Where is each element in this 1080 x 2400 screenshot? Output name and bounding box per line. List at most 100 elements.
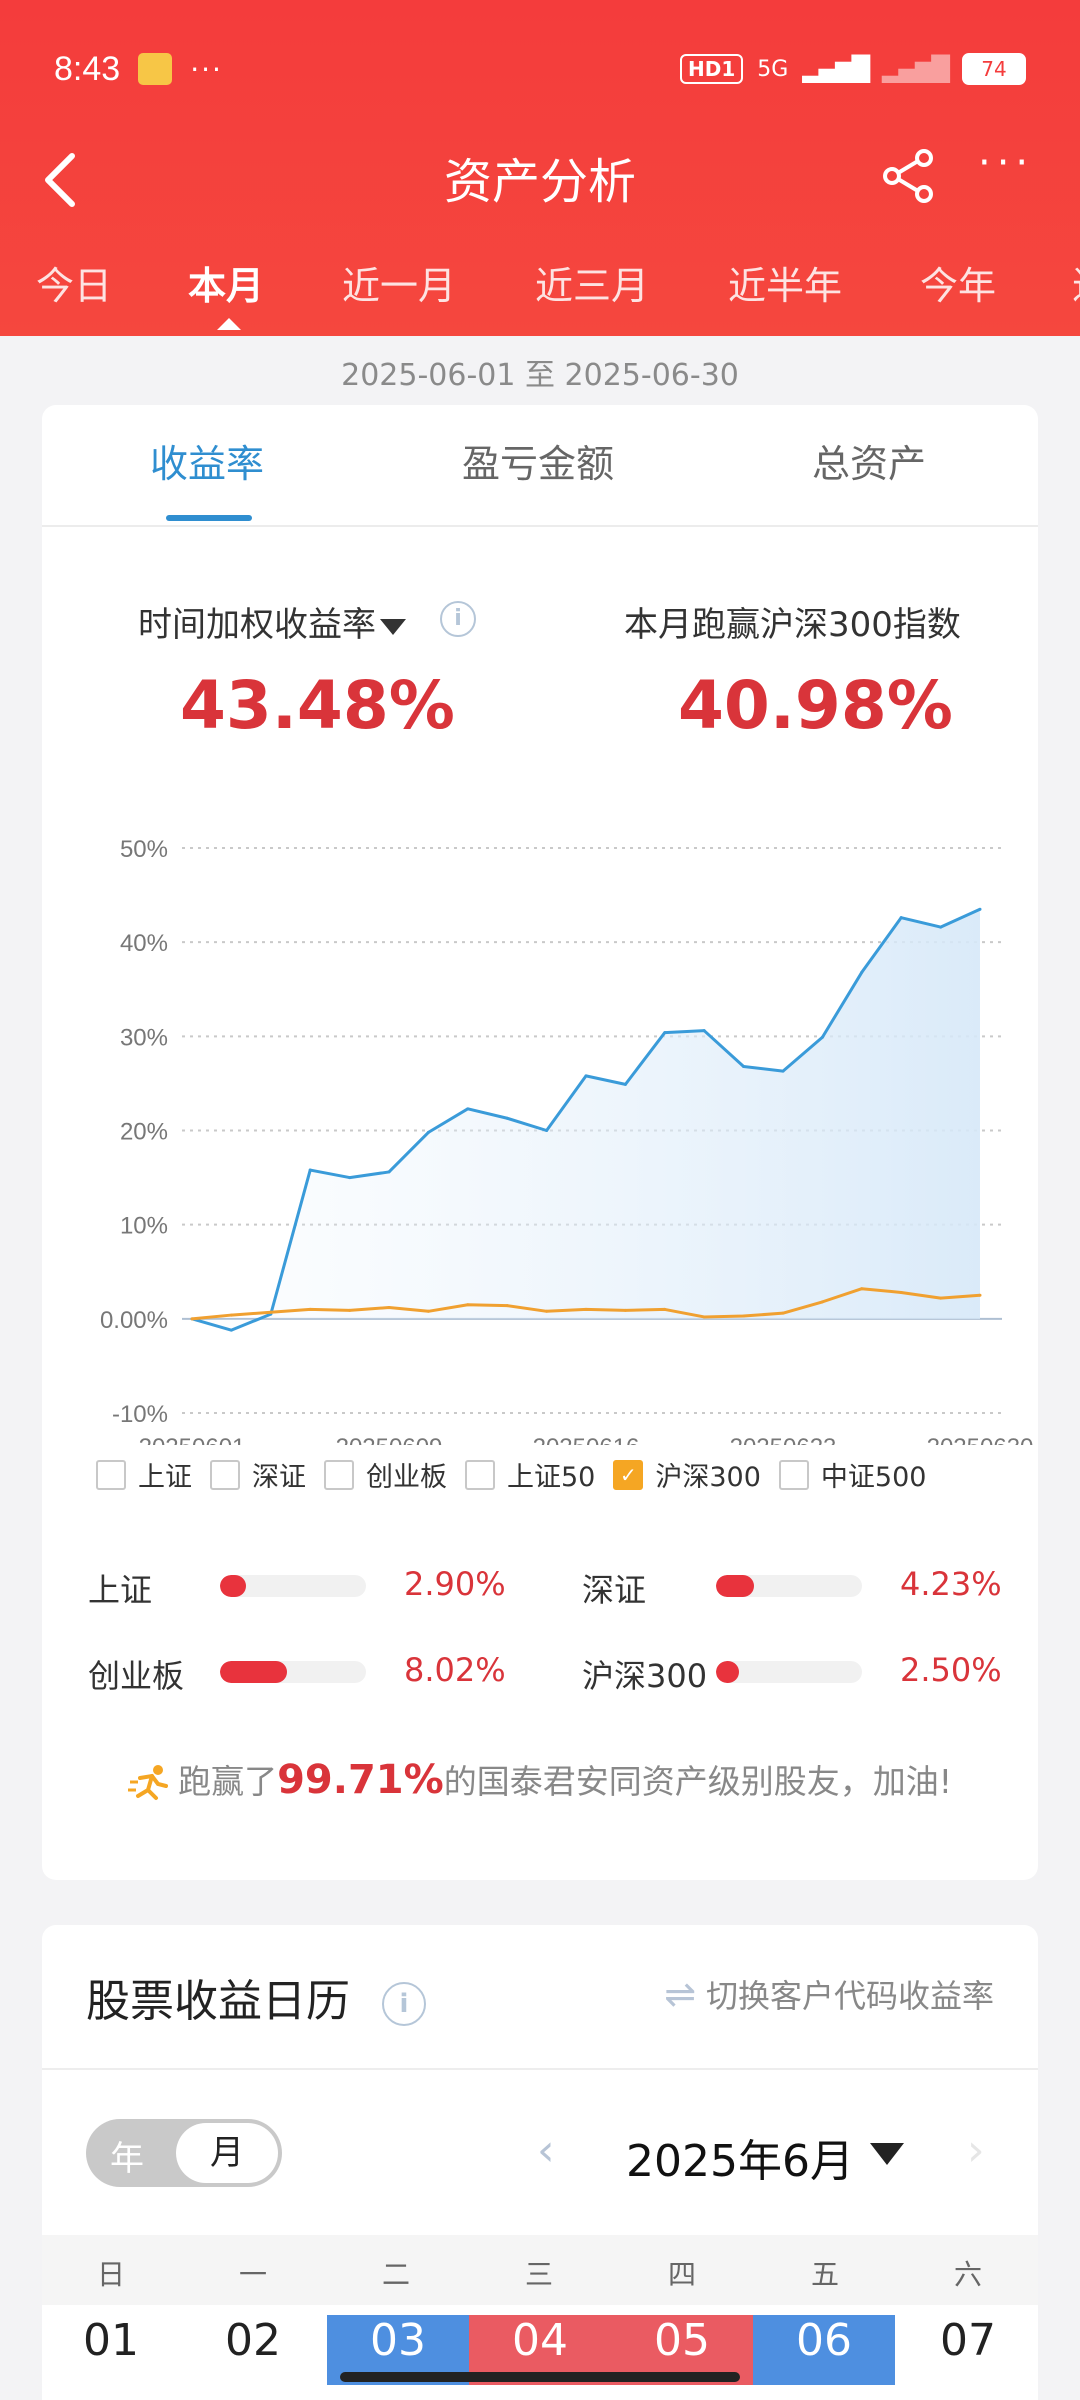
- toggle-month[interactable]: 月: [176, 2123, 278, 2183]
- next-month-icon[interactable]: ›: [967, 2125, 985, 2176]
- calendar-day[interactable]: 07: [940, 2315, 996, 2366]
- weekday-fri: 五: [810, 2258, 839, 2291]
- toggle-year[interactable]: 年: [110, 2139, 144, 2179]
- home-indicator[interactable]: [340, 2372, 740, 2382]
- legend-item[interactable]: 上证50: [465, 1455, 595, 1494]
- legend-label: 中证500: [820, 1462, 927, 1493]
- data-point-hs300: [426, 1309, 430, 1313]
- dropdown-caret-icon[interactable]: [380, 618, 406, 635]
- legend-label: 沪深300: [655, 1462, 761, 1493]
- tab-total-assets[interactable]: 总资产: [812, 442, 927, 486]
- calendar-day[interactable]: 06: [753, 2315, 895, 2385]
- index-value-cyb: 8.02%: [404, 1651, 506, 1689]
- index-bar-sh: [220, 1575, 366, 1597]
- data-point-return: [229, 1328, 233, 1332]
- tab-last-month[interactable]: 近一月: [342, 264, 457, 308]
- tab-today[interactable]: 今日: [36, 264, 113, 308]
- weekday-wed: 三: [524, 2258, 553, 2291]
- checkbox-icon[interactable]: [96, 1459, 126, 1490]
- return-chart[interactable]: 50% 40% 30% 20% 10% 0.00% -10% 20250601 20250609…: [42, 805, 1038, 1445]
- index-name-sz: 深证: [582, 1571, 647, 1609]
- month-selector[interactable]: 2025年6月: [626, 2136, 854, 2187]
- data-point-hs300: [781, 1311, 785, 1315]
- data-point-hs300: [820, 1300, 824, 1304]
- nav-bar: 资产分析 ···: [0, 130, 1080, 230]
- signal-icon-2: ▂▄▆█: [882, 55, 950, 83]
- beat-prefix: 跑赢了: [178, 1762, 278, 1801]
- tab-last-half-year[interactable]: 近半年: [728, 264, 843, 308]
- legend-item[interactable]: 上证: [96, 1455, 192, 1494]
- checkbox-icon[interactable]: [465, 1459, 495, 1490]
- prev-month-icon[interactable]: ‹: [537, 2125, 555, 2176]
- data-point-hs300: [308, 1307, 312, 1311]
- y-tick-label: 30%: [120, 1024, 168, 1051]
- data-point-hs300: [269, 1310, 273, 1314]
- data-point-return: [348, 1176, 352, 1180]
- legend-label: 创业板: [366, 1462, 447, 1493]
- weekday-mon: 一: [238, 2258, 267, 2291]
- weekday-header: 日 一 二 三 四 五 六: [42, 2235, 1038, 2305]
- share-icon[interactable]: [878, 146, 938, 206]
- more-icon[interactable]: ···: [978, 140, 1035, 186]
- divider: [42, 2068, 1038, 2070]
- data-point-hs300: [190, 1317, 194, 1321]
- data-point-return: [939, 925, 943, 929]
- checkbox-icon[interactable]: [324, 1459, 354, 1490]
- weekday-thu: 四: [667, 2258, 696, 2291]
- index-fill-cyb: [220, 1661, 288, 1683]
- index-name-cyb: 创业板: [88, 1657, 185, 1695]
- beat-ranking: 跑赢了99.71%的国泰君安同资产级别股友，加油!: [42, 1755, 1038, 1804]
- data-point-return: [308, 1168, 312, 1172]
- status-bar: 8:43 ··· HD1 5G ▂▄▆█ ▂▄▆█ 74: [54, 44, 1026, 94]
- data-point-hs300: [348, 1308, 352, 1312]
- twr-value: 43.48%: [180, 667, 455, 744]
- data-point-hs300: [978, 1293, 982, 1297]
- checkbox-icon[interactable]: [210, 1459, 240, 1490]
- legend-label: 上证: [138, 1462, 192, 1493]
- year-month-toggle[interactable]: 年 月: [86, 2119, 282, 2187]
- network-label: 5G: [757, 56, 789, 82]
- data-point-return: [702, 1029, 706, 1033]
- data-point-return: [978, 907, 982, 911]
- index-fill-sz: [716, 1575, 754, 1597]
- app-header: 8:43 ··· HD1 5G ▂▄▆█ ▂▄▆█ 74 资产分析 ··· 今日…: [0, 0, 1080, 336]
- checkbox-icon[interactable]: [778, 1459, 809, 1490]
- data-point-return: [623, 1082, 627, 1086]
- checkbox-checked-icon[interactable]: ✓: [613, 1459, 644, 1490]
- calendar-info-icon[interactable]: i: [382, 1982, 426, 2026]
- metric-left-label-row[interactable]: 时间加权收益率: [138, 597, 406, 646]
- beat-percent: 99.71%: [277, 1757, 444, 1803]
- switch-client-return[interactable]: ⇌ 切换客户代码收益率: [664, 1971, 994, 2017]
- month-dropdown-icon[interactable]: [870, 2143, 904, 2165]
- y-tick-label: 0.00%: [100, 1307, 168, 1334]
- y-tick-label: 10%: [120, 1213, 168, 1240]
- calendar-day[interactable]: 01: [83, 2315, 139, 2366]
- signal-icon: ▂▄▆█: [802, 55, 870, 83]
- y-tick-label: 50%: [120, 836, 168, 863]
- legend-item[interactable]: 创业板: [324, 1455, 447, 1494]
- tab-last-three-months[interactable]: 近三月: [535, 264, 650, 308]
- info-icon[interactable]: i: [440, 601, 476, 637]
- x-tick-label: 20250623: [730, 1434, 837, 1445]
- subtab-indicator: [166, 515, 252, 521]
- calendar-day[interactable]: 02: [225, 2315, 281, 2366]
- legend-item[interactable]: ✓ 沪深300: [613, 1455, 761, 1494]
- index-bar-cyb: [220, 1661, 366, 1683]
- tab-more[interactable]: 近: [1072, 255, 1080, 310]
- weekday-tue: 二: [381, 2258, 410, 2291]
- back-icon[interactable]: [40, 150, 80, 210]
- data-point-return: [466, 1107, 470, 1111]
- x-tick-label: 20250616: [533, 1434, 640, 1445]
- beat-index-label: 本月跑赢沪深300指数: [624, 605, 961, 645]
- tab-return-rate[interactable]: 收益率: [150, 442, 265, 486]
- metric-tabs: 收益率 盈亏金额 总资产: [42, 405, 1038, 527]
- tab-this-month[interactable]: 本月: [188, 264, 265, 308]
- analysis-card: 收益率 盈亏金额 总资产 时间加权收益率 i 本月跑赢沪深300指数 43.48…: [42, 405, 1038, 1880]
- tab-profit-amount[interactable]: 盈亏金额: [462, 442, 615, 486]
- switch-icon: ⇌: [664, 1972, 696, 2016]
- tab-this-year[interactable]: 今年: [920, 264, 997, 308]
- index-bar-hs300: [716, 1661, 862, 1683]
- legend-item[interactable]: 中证500: [778, 1455, 927, 1494]
- data-point-hs300: [466, 1303, 470, 1307]
- legend-item[interactable]: 深证: [210, 1455, 306, 1494]
